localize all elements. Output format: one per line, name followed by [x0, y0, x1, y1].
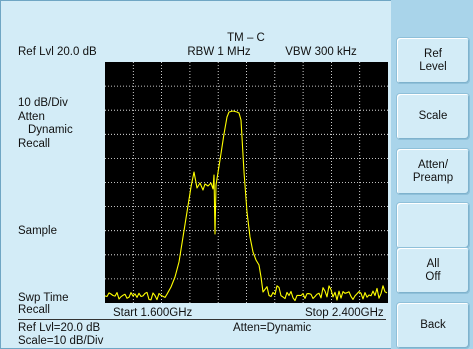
- vbw-readout: VBW 300 kHz: [285, 46, 357, 58]
- spectrum-trace: [105, 110, 388, 302]
- ref-level-readout: Ref Lvl 20.0 dB: [18, 46, 97, 58]
- scale-softkey[interactable]: Scale: [397, 94, 469, 139]
- rbw-readout: RBW 1 MHz: [187, 46, 251, 58]
- recall-label: Recall: [18, 138, 50, 150]
- footer-atten: Atten=Dynamic: [233, 322, 312, 334]
- start-frequency: Start 1.600GHz: [113, 307, 193, 319]
- footer-divider: [18, 319, 386, 320]
- stop-frequency: Stop 2.400GHz: [305, 307, 384, 319]
- footer-ref-level: Ref Lvl=20.0 dB: [18, 322, 101, 334]
- sweep-time-label: Swp Time: [18, 292, 69, 304]
- screen-title: TM – C: [227, 32, 265, 44]
- blank-softkey[interactable]: [397, 203, 469, 248]
- atten-preamp-softkey[interactable]: Atten/ Preamp: [397, 149, 469, 194]
- spectrum-plot: [105, 62, 388, 303]
- atten-label: Atten: [18, 111, 45, 123]
- ref-level-softkey[interactable]: Ref Level: [397, 38, 469, 83]
- dynamic-label: Dynamic: [28, 124, 73, 136]
- back-softkey[interactable]: Back: [397, 303, 469, 348]
- footer-scale: Scale=10 dB/Div: [18, 335, 104, 347]
- all-off-softkey[interactable]: All Off: [397, 248, 469, 293]
- detector-label: Sample: [18, 225, 57, 237]
- sweep-recall-label: Recall: [18, 304, 50, 316]
- scale-label: 10 dB/Div: [18, 97, 68, 109]
